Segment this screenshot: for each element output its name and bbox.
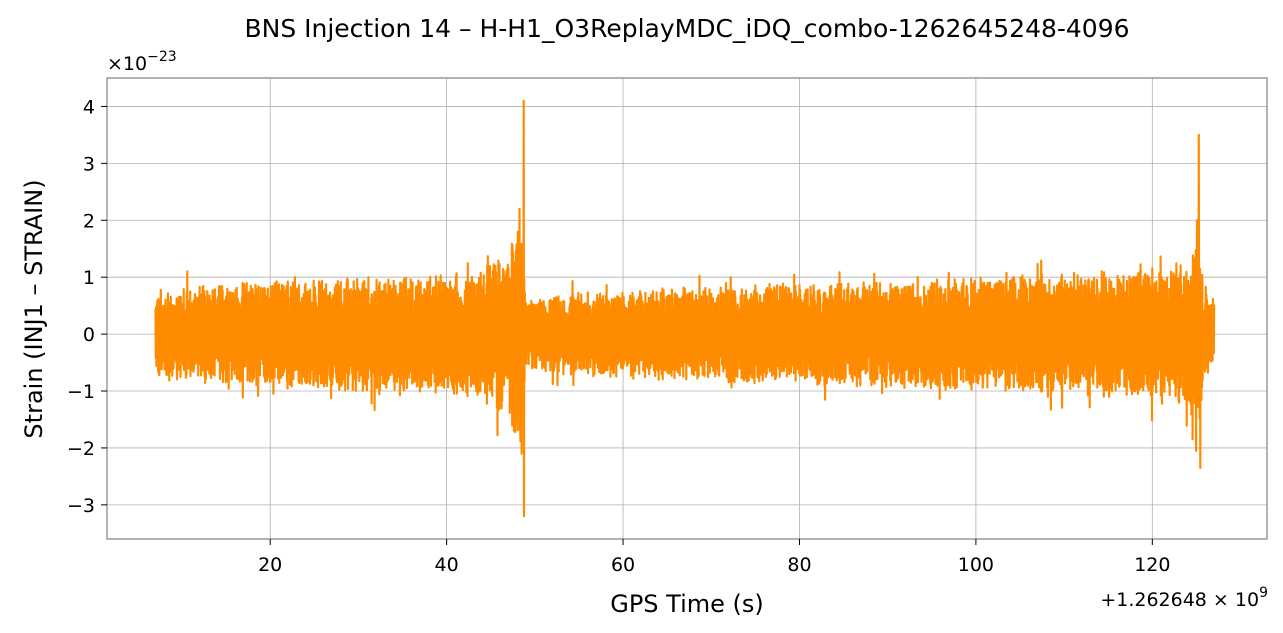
x-axis-ticks: 20 40 60 80 100 120 (258, 539, 1170, 576)
y-tick-label: −2 (67, 438, 95, 460)
plot-frame (106, 77, 1268, 540)
y-tick-label: 1 (83, 267, 95, 289)
y-tick-label: −1 (67, 381, 95, 403)
y-tick-label: 4 (83, 96, 95, 118)
x-tick-label: 20 (258, 554, 282, 576)
y-scale-exponent: −23 (147, 49, 177, 65)
y-tick-label: 2 (83, 210, 95, 232)
x-tick-label: 120 (1134, 554, 1170, 576)
x-axis-label: GPS Time (s) (610, 590, 764, 618)
x-tick-label: 80 (787, 554, 811, 576)
y-scale-base: ×10 (107, 53, 147, 75)
x-offset-label: +1.262648 × 109 (1100, 585, 1268, 611)
y-axis-label: Strain (INJ1 – STRAIN) (20, 179, 48, 438)
x-tick-label: 40 (435, 554, 459, 576)
y-tick-label: 0 (83, 324, 95, 346)
x-offset-exponent: 9 (1259, 585, 1268, 601)
plot-area (106, 77, 1268, 540)
svg-text:+1.262648 × 109: +1.262648 × 109 (1100, 585, 1268, 611)
x-tick-label: 100 (958, 554, 994, 576)
svg-text:×10−23: ×10−23 (107, 49, 177, 75)
y-scale-label: ×10−23 (107, 49, 177, 75)
y-axis-ticks: −3 −2 −1 0 1 2 3 4 (67, 96, 107, 517)
x-offset-base: +1.262648 × 10 (1100, 589, 1259, 611)
chart-title: BNS Injection 14 – H-H1_O3ReplayMDC_iDQ_… (244, 14, 1129, 43)
series-line (154, 99, 1216, 518)
y-tick-label: 3 (83, 153, 95, 175)
x-tick-label: 60 (611, 554, 635, 576)
y-tick-label: −3 (67, 495, 95, 517)
